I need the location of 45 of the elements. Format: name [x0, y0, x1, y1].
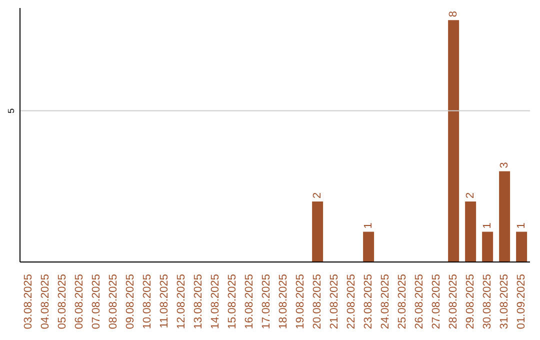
bar [465, 202, 476, 262]
x-tick-label: 21.08.2025 [328, 274, 340, 330]
x-tick-label: 01.09.2025 [516, 274, 528, 330]
x-tick-label: 08.08.2025 [108, 274, 120, 330]
bar [312, 202, 324, 262]
x-tick-label: 20.08.2025 [312, 274, 324, 330]
bar [516, 232, 528, 262]
x-tick-label: 06.08.2025 [74, 274, 86, 330]
x-tick-label: 05.08.2025 [56, 274, 68, 330]
x-tick-label: 19.08.2025 [294, 274, 306, 330]
data-label: 3 [498, 162, 511, 168]
x-tick-label: 16.08.2025 [244, 274, 256, 330]
data-label: 2 [312, 192, 324, 199]
x-tick-label: 23.08.2025 [362, 274, 374, 330]
x-tick-label: 22.08.2025 [346, 274, 358, 330]
bar [482, 232, 494, 262]
x-tick-label: 15.08.2025 [226, 274, 238, 330]
x-tick-label: 17.08.2025 [260, 274, 272, 330]
ref-line-label: 5 [6, 108, 16, 114]
data-label: 8 [448, 10, 460, 18]
x-tick-label: 24.08.2025 [380, 274, 392, 330]
x-tick-label: 25.08.2025 [396, 274, 408, 330]
x-tick-label: 14.08.2025 [210, 274, 222, 330]
x-tick-label: 03.08.2025 [22, 274, 34, 330]
data-label: 1 [482, 222, 494, 229]
x-tick-label: 13.08.2025 [192, 274, 204, 330]
data-label: 1 [516, 222, 528, 229]
bar [363, 232, 374, 262]
x-tick-label: 30.08.2025 [482, 274, 494, 330]
x-tick-label: 29.08.2025 [464, 274, 476, 330]
x-tick-label: 07.08.2025 [90, 274, 102, 330]
x-tick-label: 28.08.2025 [448, 274, 460, 330]
x-tick-label: 04.08.2025 [40, 274, 52, 330]
x-tick-label: 27.08.2025 [430, 274, 442, 330]
x-tick-label: 18.08.2025 [278, 274, 290, 330]
data-label: 2 [464, 192, 477, 199]
x-tick-label: 11.08.2025 [158, 274, 170, 328]
x-tick-label: 09.08.2025 [124, 274, 136, 330]
bar [499, 171, 510, 262]
x-tick-label: 12.08.2025 [176, 274, 188, 330]
x-tick-label: 31.08.2025 [498, 274, 510, 330]
x-tick-label: 26.08.2025 [414, 274, 426, 330]
bar [448, 20, 460, 262]
x-tick-label: 10.08.2025 [142, 274, 154, 330]
data-label: 1 [362, 222, 375, 229]
